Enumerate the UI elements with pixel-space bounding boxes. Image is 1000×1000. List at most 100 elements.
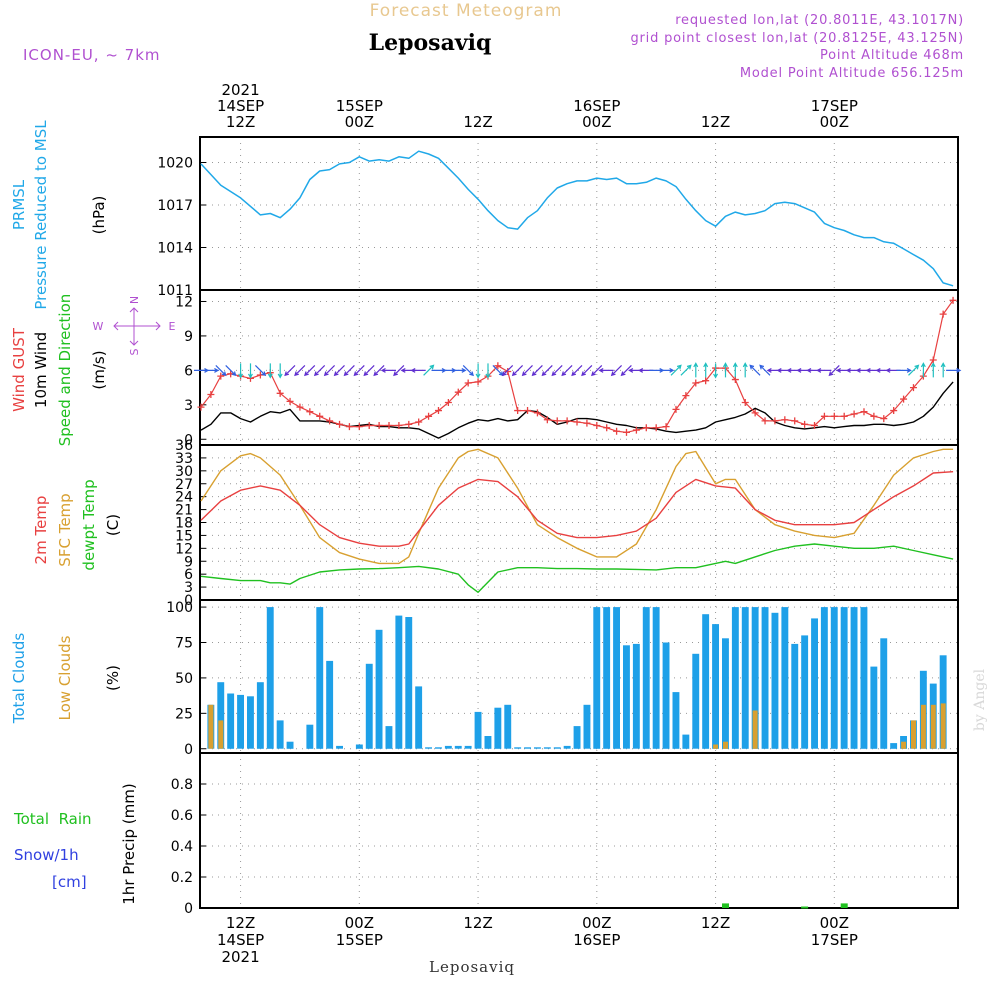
credit-watermark: by Angel <box>972 668 988 731</box>
top-time-label: 12Z <box>701 113 730 131</box>
wind-direction-arrow <box>571 364 583 377</box>
total-clouds-bar <box>375 629 383 749</box>
gust-point <box>850 410 858 418</box>
wind-direction-arrow <box>203 367 220 373</box>
total-clouds-bar <box>830 607 838 749</box>
total-clouds-bar <box>464 745 472 749</box>
gust-point <box>276 389 284 397</box>
gust-point <box>207 390 215 398</box>
total-clouds-bar <box>415 686 423 749</box>
total-clouds-bar <box>385 726 393 749</box>
wind-direction-arrow <box>561 364 573 377</box>
requested-coords: requested lon,lat (20.8011E, 43.1017N) <box>675 13 964 28</box>
snow-label: Snow/1h <box>14 846 79 864</box>
bottom-time-label: 12Z <box>701 914 730 932</box>
gust-point <box>454 388 462 396</box>
pressure-panel: 1011 1014 1017 1020 <box>157 136 959 299</box>
wind-direction-arrow <box>680 364 692 376</box>
wind-direction-arrow <box>313 364 326 377</box>
top-time-label: 00Z <box>345 113 374 131</box>
gust-point <box>573 418 581 426</box>
wind-direction-arrow <box>749 364 761 376</box>
wind-direction-arrow <box>294 364 306 377</box>
point-altitude: Point Altitude 468m <box>820 48 964 63</box>
total-clouds-bar <box>603 607 611 749</box>
y-tick-label: 6 <box>184 567 193 583</box>
gust-point <box>820 412 828 420</box>
compass-east: E <box>169 320 176 333</box>
total-clouds-bar <box>494 707 502 749</box>
total-clouds-bar <box>454 745 462 749</box>
y-tick-label: 1017 <box>157 198 193 214</box>
total-clouds-bar <box>870 666 878 749</box>
total-clouds-bar <box>702 614 710 749</box>
wind-direction-arrow <box>333 364 345 377</box>
compass-north: N <box>128 296 141 304</box>
compass-west: W <box>93 320 104 333</box>
gust-point <box>425 412 433 420</box>
total-clouds-bar <box>316 607 324 749</box>
gust-point <box>395 421 403 429</box>
low-clouds-bar <box>930 704 936 749</box>
wind-direction-arrow <box>267 363 273 379</box>
gust-point <box>217 372 225 380</box>
total-clouds-bar <box>266 607 274 749</box>
total-clouds-bar <box>336 745 343 749</box>
y-tick-label: 1020 <box>157 156 193 172</box>
gust-point <box>316 412 324 420</box>
gust-point <box>286 397 294 405</box>
total-clouds-bar <box>514 747 522 749</box>
rain-bar <box>722 903 729 908</box>
gust-point <box>613 427 621 435</box>
wind-direction-arrow <box>531 364 543 377</box>
gust-point <box>345 423 353 431</box>
total-clouds-bar <box>306 724 314 749</box>
y-tick-label: 0 <box>184 742 193 758</box>
wind-direction-arrow <box>215 364 227 377</box>
gust-point <box>494 362 502 370</box>
total-clouds-bar <box>722 638 729 749</box>
total-clouds-bar <box>474 711 482 749</box>
gust-point <box>840 412 848 420</box>
y-tick-label: 0.6 <box>171 808 193 824</box>
y-tick-label: 50 <box>175 671 193 687</box>
bottom-time-label: 14SEP <box>217 931 264 949</box>
precip-panel: 0 0.2 0.4 0.6 0.8 <box>171 752 959 917</box>
gust-point <box>771 417 779 425</box>
total-clouds-label: Total Clouds <box>10 633 28 725</box>
gust-point <box>533 409 541 417</box>
total-clouds-bar <box>405 617 413 749</box>
gust-point <box>801 420 809 428</box>
gust-point <box>444 399 452 407</box>
wind-direction-arrow <box>713 363 719 379</box>
gust-point <box>900 395 908 403</box>
gust-point <box>811 421 819 429</box>
footer-location: Leposaviq <box>429 958 515 976</box>
wind-direction-arrow <box>946 367 962 373</box>
wind-panel: 0 3 6 9 12 <box>175 289 962 448</box>
y-tick-label: 9 <box>184 554 193 570</box>
wind-direction-arrow <box>511 364 524 377</box>
gust-point <box>514 407 522 415</box>
gust-point <box>603 424 611 432</box>
y-tick-label: 1011 <box>157 283 193 299</box>
wind-direction-arrow <box>551 364 563 377</box>
wind-direction-arrow <box>828 364 840 377</box>
precip-panel-labels: Total Rain Snow/1h [cm] 1hr Precip (mm) <box>13 783 138 904</box>
model-altitude: Model Point Altitude 656.125m <box>740 66 964 81</box>
bottom-time-label: 00Z <box>345 914 374 932</box>
gust-point <box>949 296 957 304</box>
pressure-label: PRMSL <box>10 179 28 230</box>
panel-frame <box>199 752 959 909</box>
wind-direction-arrow <box>816 367 832 373</box>
y-tick-label: 0 <box>184 432 193 448</box>
gust-point <box>434 407 442 415</box>
total-clouds-bar <box>672 692 680 749</box>
y-tick-label: 25 <box>175 706 193 722</box>
total-clouds-bar <box>682 734 690 749</box>
rain-bar <box>801 906 809 909</box>
dewpt-label: dewpt Temp <box>80 479 98 570</box>
gust-point <box>415 418 423 426</box>
gust-point <box>227 370 235 378</box>
